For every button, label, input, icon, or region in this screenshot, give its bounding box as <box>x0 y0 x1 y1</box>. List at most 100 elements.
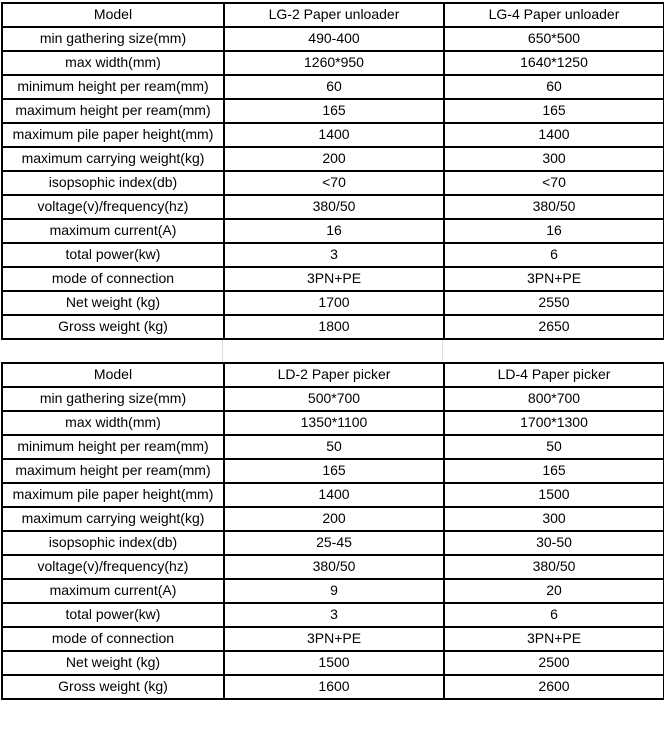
spec-value-cell: 20 <box>443 578 664 604</box>
table-gap <box>1 340 663 362</box>
spec-label-cell: maximum height per ream(mm) <box>1 458 225 484</box>
spec-label-cell: maximum carrying weight(kg) <box>1 146 225 172</box>
table-row: maximum carrying weight(kg) 200 300 <box>1 506 664 532</box>
table-row: Gross weight (kg) 1600 2600 <box>1 674 664 700</box>
table-row: maximum height per ream(mm) 165 165 <box>1 458 664 484</box>
column-header-cell: LD-2 Paper picker <box>223 362 445 388</box>
spec-value-cell: 1700*1300 <box>443 410 664 436</box>
table-row: total power(kw) 3 6 <box>1 242 664 268</box>
spec-label-cell: max width(mm) <box>1 50 225 76</box>
spec-value-cell: 165 <box>443 98 664 124</box>
spec-label-cell: max width(mm) <box>1 410 225 436</box>
table-row: maximum carrying weight(kg) 200 300 <box>1 146 664 172</box>
spec-value-cell: 50 <box>443 434 664 460</box>
spec-value-cell: 60 <box>223 74 445 100</box>
spec-label-cell: maximum carrying weight(kg) <box>1 506 225 532</box>
model-header-cell: Model <box>1 362 225 388</box>
spec-value-cell: 1800 <box>223 314 445 340</box>
spec-value-cell: 1400 <box>223 122 445 148</box>
spec-value-cell: 1400 <box>443 122 664 148</box>
spec-value-cell: 490-400 <box>223 26 445 52</box>
unloader-spec-table: Model LG-2 Paper unloader LG-4 Paper unloa… <box>1 2 664 340</box>
spec-value-cell: 9 <box>223 578 445 604</box>
table-row: maximum height per ream(mm) 165 165 <box>1 98 664 124</box>
gap-divider-line <box>222 340 223 362</box>
spec-value-cell: 60 <box>443 74 664 100</box>
spec-value-cell: 300 <box>443 506 664 532</box>
spec-label-cell: minimum height per ream(mm) <box>1 74 225 100</box>
table-row: mode of connection 3PN+PE 3PN+PE <box>1 626 664 652</box>
spec-value-cell: 380/50 <box>223 194 445 220</box>
spec-value-cell: 16 <box>223 218 445 244</box>
spec-value-cell: 30-50 <box>443 530 664 556</box>
spec-value-cell: <70 <box>223 170 445 196</box>
column-header-cell: LD-4 Paper picker <box>443 362 664 388</box>
spec-value-cell: 800*700 <box>443 386 664 412</box>
table-header-row: Model LG-2 Paper unloader LG-4 Paper unloa… <box>1 2 664 28</box>
spec-label-cell: maximum current(A) <box>1 578 225 604</box>
spec-value-cell: 1600 <box>223 674 445 700</box>
spec-label-cell: maximum pile paper height(mm) <box>1 122 225 148</box>
spec-label-cell: maximum current(A) <box>1 218 225 244</box>
table-row: voltage(v)/frequency(hz) 380/50 380/50 <box>1 554 664 580</box>
spec-value-cell: 165 <box>223 458 445 484</box>
spec-label-cell: Net weight (kg) <box>1 650 225 676</box>
table-row: Gross weight (kg) 1800 2650 <box>1 314 664 340</box>
column-header-cell: LG-2 Paper unloader <box>223 2 445 28</box>
table-row: total power(kw) 3 6 <box>1 602 664 628</box>
spec-value-cell: 2500 <box>443 650 664 676</box>
spec-value-cell: 500*700 <box>223 386 445 412</box>
spec-label-cell: minimum height per ream(mm) <box>1 434 225 460</box>
spec-label-cell: total power(kw) <box>1 242 225 268</box>
spec-value-cell: 3 <box>223 602 445 628</box>
spec-value-cell: <70 <box>443 170 664 196</box>
table-row: maximum current(A) 16 16 <box>1 218 664 244</box>
spec-value-cell: 1500 <box>223 650 445 676</box>
table-row: min gathering size(mm) 500*700 800*700 <box>1 386 664 412</box>
spec-value-cell: 1350*1100 <box>223 410 445 436</box>
spec-label-cell: maximum pile paper height(mm) <box>1 482 225 508</box>
spec-value-cell: 6 <box>443 242 664 268</box>
table-row: maximum current(A) 9 20 <box>1 578 664 604</box>
table-row: min gathering size(mm) 490-400 650*500 <box>1 26 664 52</box>
spec-label-cell: Gross weight (kg) <box>1 674 225 700</box>
table-row: Net weight (kg) 1700 2550 <box>1 290 664 316</box>
table-row: minimum height per ream(mm) 60 60 <box>1 74 664 100</box>
spec-label-cell: Gross weight (kg) <box>1 314 225 340</box>
spec-value-cell: 1640*1250 <box>443 50 664 76</box>
table-row: minimum height per ream(mm) 50 50 <box>1 434 664 460</box>
column-header-cell: LG-4 Paper unloader <box>443 2 664 28</box>
picker-spec-table: Model LD-2 Paper picker LD-4 Paper picker m… <box>1 362 664 700</box>
table-row: maximum pile paper height(mm) 1400 1400 <box>1 122 664 148</box>
spec-value-cell: 2550 <box>443 290 664 316</box>
table-header-row: Model LD-2 Paper picker LD-4 Paper picker <box>1 362 664 388</box>
table-row: Net weight (kg) 1500 2500 <box>1 650 664 676</box>
spec-value-cell: 200 <box>223 146 445 172</box>
spec-label-cell: isopsophic index(db) <box>1 530 225 556</box>
table-row: max width(mm) 1350*1100 1700*1300 <box>1 410 664 436</box>
spec-label-cell: Net weight (kg) <box>1 290 225 316</box>
spec-value-cell: 25-45 <box>223 530 445 556</box>
spec-value-cell: 6 <box>443 602 664 628</box>
spec-value-cell: 300 <box>443 146 664 172</box>
spec-label-cell: total power(kw) <box>1 602 225 628</box>
spec-value-cell: 200 <box>223 506 445 532</box>
model-header-cell: Model <box>1 2 225 28</box>
spec-value-cell: 50 <box>223 434 445 460</box>
spec-label-cell: isopsophic index(db) <box>1 170 225 196</box>
spec-sheet: Model LG-2 Paper unloader LG-4 Paper unloa… <box>1 2 664 700</box>
spec-value-cell: 16 <box>443 218 664 244</box>
spec-value-cell: 3PN+PE <box>443 626 664 652</box>
spec-label-cell: min gathering size(mm) <box>1 386 225 412</box>
spec-value-cell: 3PN+PE <box>223 626 445 652</box>
table-row: max width(mm) 1260*950 1640*1250 <box>1 50 664 76</box>
spec-label-cell: voltage(v)/frequency(hz) <box>1 194 225 220</box>
spec-value-cell: 2600 <box>443 674 664 700</box>
spec-value-cell: 165 <box>443 458 664 484</box>
spec-label-cell: mode of connection <box>1 266 225 292</box>
spec-label-cell: min gathering size(mm) <box>1 26 225 52</box>
spec-value-cell: 3PN+PE <box>443 266 664 292</box>
spec-value-cell: 1700 <box>223 290 445 316</box>
gap-divider-line <box>442 340 443 362</box>
spec-label-cell: mode of connection <box>1 626 225 652</box>
